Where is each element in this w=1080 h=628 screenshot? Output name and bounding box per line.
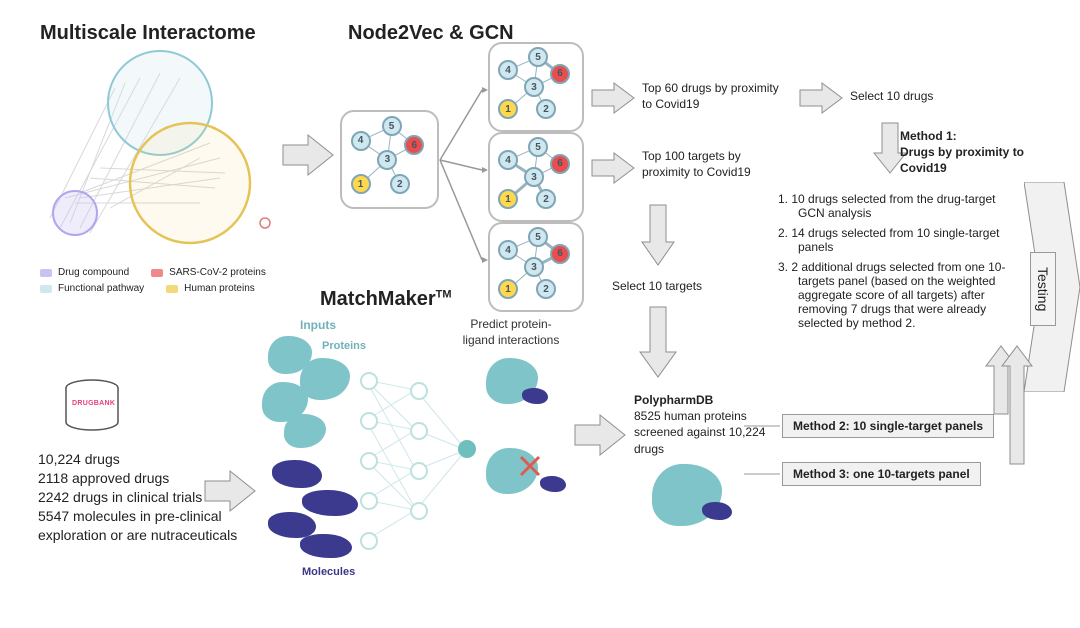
arrow-to-select10targets (638, 200, 678, 270)
list-item: 3. 2 additional drugs selected from one … (778, 260, 1016, 330)
graph-node: 1 (351, 174, 371, 194)
graph-node: 3 (524, 77, 544, 97)
cross-icon (518, 454, 542, 478)
methods-list: 1. 10 drugs selected from the drug-targe… (778, 192, 1016, 336)
protein-shape (284, 414, 326, 448)
graph-node: 6 (550, 154, 570, 174)
legend-row2: Functional pathway Human proteins (40, 282, 255, 296)
matchmaker-text: MatchMaker (320, 288, 436, 310)
arrow-top60 (588, 78, 638, 118)
nn-node (360, 412, 378, 430)
polypharm-mol (702, 502, 732, 520)
nn-node (360, 452, 378, 470)
arrow-interactome-to-node2vec (278, 130, 338, 180)
text-select10drugs: Select 10 drugs (850, 88, 980, 104)
graph-node: 6 (550, 244, 570, 264)
graph-node: 5 (528, 227, 548, 247)
text-top100: Top 100 targets by proximity to Covid19 (642, 148, 792, 180)
mm-predict-label: Predict protein-ligand interactions (456, 316, 566, 348)
nn-node (410, 422, 428, 440)
graph-node: 3 (377, 150, 397, 170)
heading-node2vec: Node2Vec & GCN (348, 22, 514, 45)
protein-shape (300, 358, 350, 400)
arrow-top100 (588, 148, 638, 188)
interactome-graphic (20, 48, 280, 268)
molecule-shape (302, 490, 358, 516)
legend-text-sars: SARS-CoV-2 proteins (169, 266, 266, 280)
graph-node: 6 (550, 64, 570, 84)
branch-lines (438, 60, 488, 290)
graph-box-main: 123456 (340, 110, 439, 209)
nn-node (410, 502, 428, 520)
list-item: 2. 14 drugs selected from 10 single-targ… (778, 226, 1016, 254)
method2-box: Method 2: 10 single-target panels (782, 414, 994, 438)
nn-node (410, 462, 428, 480)
arrow-to-polypharm (638, 302, 678, 382)
graph-node: 5 (528, 47, 548, 67)
graph-box-panel3: 123456 (488, 222, 584, 312)
nn-output-node (458, 440, 476, 458)
molecule-shape (268, 512, 316, 538)
graph-node: 4 (351, 131, 371, 151)
arrow-method3-up (1000, 342, 1034, 466)
swatch-human (166, 285, 178, 293)
graph-node: 5 (382, 116, 402, 136)
predict-mol-neg (540, 476, 566, 492)
molecule-shape (272, 460, 322, 488)
legend-text-functional: Functional pathway (58, 282, 144, 296)
mm-inputs-label: Inputs (300, 318, 336, 332)
list-item: 1. 10 drugs selected from the drug-targe… (778, 192, 1016, 220)
molecule-shape (300, 534, 352, 558)
heading-matchmaker: MatchMakerTM (320, 288, 452, 311)
swatch-sars (151, 269, 163, 277)
heading-interactome: Multiscale Interactome (40, 22, 256, 45)
legend-sars: SARS-CoV-2 proteins (151, 266, 266, 280)
graph-node: 3 (524, 257, 544, 277)
connector-polypharm-methods (744, 414, 784, 492)
text-method1: Method 1: Drugs by proximity to Covid19 (900, 128, 1050, 177)
drugbank-badge: DRUGBANK (72, 400, 115, 407)
nn-node (360, 532, 378, 550)
graph-node: 5 (528, 137, 548, 157)
text-top60: Top 60 drugs by proximity to Covid19 (642, 80, 787, 112)
matchmaker-tm: TM (436, 288, 452, 300)
mm-molecules-label: Molecules (302, 566, 355, 578)
nn-node (360, 372, 378, 390)
legend-drug-compound: Drug compound (40, 266, 129, 280)
testing-label: Testing (1030, 252, 1056, 326)
nn-node (360, 492, 378, 510)
text-select10targets: Select 10 targets (612, 278, 732, 294)
graph-box-panel1: 123456 (488, 42, 584, 132)
nn-node (410, 382, 428, 400)
legend-text-human: Human proteins (184, 282, 255, 296)
mm-proteins-label: Proteins (322, 340, 366, 352)
legend-human: Human proteins (166, 282, 255, 296)
swatch-drug-compound (40, 269, 52, 277)
arrow-mm-to-polypharm (570, 410, 630, 460)
graph-node: 2 (390, 174, 410, 194)
graph-node: 3 (524, 167, 544, 187)
predict-mol-pos (522, 388, 548, 404)
swatch-functional (40, 285, 52, 293)
legend-row1: Drug compound SARS-CoV-2 proteins (40, 266, 266, 280)
graph-box-panel2: 123456 (488, 132, 584, 222)
arrow-select10drugs (796, 78, 846, 118)
legend-functional: Functional pathway (40, 282, 144, 296)
method3-box: Method 3: one 10-targets panel (782, 462, 981, 486)
arrow-drugbank-to-mm (200, 466, 260, 516)
legend-text-drug-compound: Drug compound (58, 266, 129, 280)
polypharm-title: PolypharmDB (634, 392, 784, 408)
